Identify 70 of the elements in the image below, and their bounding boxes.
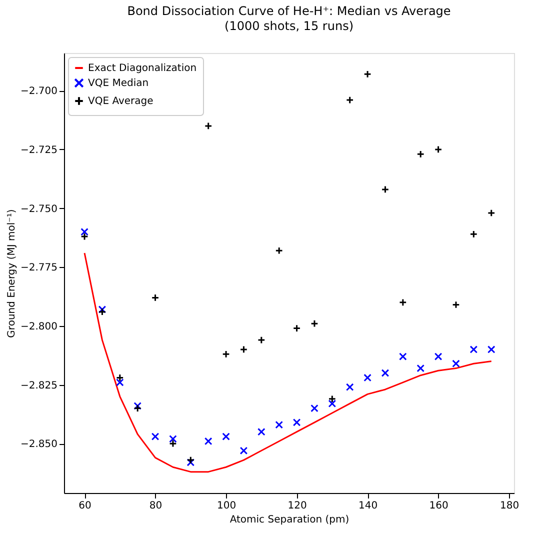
x-tick-label: 180 — [500, 500, 520, 512]
point — [116, 374, 124, 382]
point — [151, 432, 160, 440]
point — [310, 320, 318, 328]
y-tick-label: −2.725 — [20, 144, 58, 156]
point — [452, 300, 460, 309]
point — [240, 446, 248, 455]
point — [222, 350, 230, 358]
point — [204, 122, 212, 130]
point — [80, 232, 88, 240]
line-series — [84, 252, 492, 473]
point — [257, 336, 266, 344]
point — [169, 440, 177, 448]
point — [364, 374, 372, 382]
point — [292, 324, 301, 332]
point — [240, 346, 248, 354]
legend-label: Exact Diagonalization — [88, 63, 197, 74]
point — [434, 146, 442, 154]
y-tick-label: −2.850 — [20, 439, 58, 450]
point — [134, 402, 142, 410]
point — [346, 96, 354, 104]
point — [80, 228, 88, 236]
y-tick-label: −2.800 — [20, 321, 58, 332]
point — [416, 364, 425, 372]
point — [364, 70, 372, 78]
point — [98, 306, 106, 314]
y-axis-title: Ground Energy (MJ mol⁻¹) — [6, 209, 18, 338]
y-tick-label: −2.700 — [20, 86, 58, 98]
point — [98, 308, 106, 316]
point — [452, 360, 460, 368]
point — [416, 150, 425, 158]
point — [346, 383, 354, 392]
point — [134, 404, 142, 412]
point — [116, 378, 124, 386]
point — [399, 298, 407, 306]
legend-label: VQE Average — [88, 96, 154, 107]
point — [257, 428, 266, 436]
x-tick-label: 100 — [216, 500, 236, 512]
point — [186, 458, 195, 466]
point — [434, 352, 442, 360]
y-tick-label: −2.775 — [20, 262, 58, 274]
chart-subtitle: (1000 shots, 15 runs) — [224, 19, 354, 33]
point — [186, 456, 195, 464]
point — [204, 437, 212, 446]
point — [328, 400, 336, 408]
point — [222, 432, 230, 440]
x-tick-label: 160 — [429, 500, 448, 512]
point — [470, 346, 478, 354]
point — [169, 434, 177, 443]
point — [381, 369, 390, 377]
x-tick-label: 80 — [149, 500, 162, 512]
point — [310, 404, 318, 412]
y-tick-label: −2.750 — [20, 204, 58, 215]
point — [399, 352, 407, 360]
x-tick-label: 140 — [358, 500, 378, 512]
point — [328, 394, 336, 403]
legend-label: VQE Median — [88, 78, 149, 89]
point — [487, 209, 496, 217]
point — [275, 246, 284, 255]
point — [470, 230, 478, 238]
x-tick-label: 60 — [78, 500, 92, 512]
point — [275, 420, 284, 429]
point — [151, 294, 160, 302]
point — [381, 186, 390, 194]
point — [487, 346, 496, 354]
point — [292, 418, 301, 426]
chart-title: Bond Dissociation Curve of He-H⁺: Median vs Average — [127, 4, 451, 18]
x-axis-title: Atomic Separation (pm) — [230, 514, 350, 526]
y-tick-label: −2.825 — [20, 380, 58, 392]
x-tick-label: 120 — [288, 500, 307, 512]
